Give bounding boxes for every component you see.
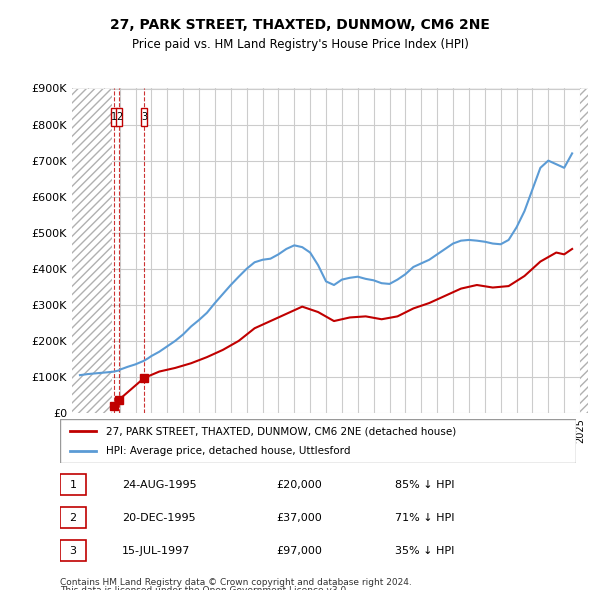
Text: 15-JUL-1997: 15-JUL-1997: [122, 546, 190, 556]
Text: 24-AUG-1995: 24-AUG-1995: [122, 480, 197, 490]
FancyBboxPatch shape: [60, 540, 86, 561]
FancyBboxPatch shape: [111, 109, 117, 126]
Text: 2: 2: [116, 112, 122, 122]
FancyBboxPatch shape: [141, 109, 147, 126]
Text: £97,000: £97,000: [277, 546, 323, 556]
Text: 71% ↓ HPI: 71% ↓ HPI: [395, 513, 455, 523]
Text: £37,000: £37,000: [277, 513, 322, 523]
Text: 27, PARK STREET, THAXTED, DUNMOW, CM6 2NE: 27, PARK STREET, THAXTED, DUNMOW, CM6 2N…: [110, 18, 490, 32]
Text: HPI: Average price, detached house, Uttlesford: HPI: Average price, detached house, Uttl…: [106, 446, 351, 455]
Text: 85% ↓ HPI: 85% ↓ HPI: [395, 480, 455, 490]
Text: £20,000: £20,000: [277, 480, 322, 490]
Text: 1: 1: [111, 112, 117, 122]
Text: Price paid vs. HM Land Registry's House Price Index (HPI): Price paid vs. HM Land Registry's House …: [131, 38, 469, 51]
Text: 27, PARK STREET, THAXTED, DUNMOW, CM6 2NE (detached house): 27, PARK STREET, THAXTED, DUNMOW, CM6 2N…: [106, 427, 457, 436]
Text: 3: 3: [141, 112, 147, 122]
FancyBboxPatch shape: [116, 109, 122, 126]
FancyBboxPatch shape: [60, 474, 86, 495]
Text: 2: 2: [70, 513, 76, 523]
Text: Contains HM Land Registry data © Crown copyright and database right 2024.: Contains HM Land Registry data © Crown c…: [60, 578, 412, 587]
Text: 1: 1: [70, 480, 76, 490]
Text: 35% ↓ HPI: 35% ↓ HPI: [395, 546, 455, 556]
Text: 20-DEC-1995: 20-DEC-1995: [122, 513, 196, 523]
FancyBboxPatch shape: [60, 419, 576, 463]
FancyBboxPatch shape: [60, 507, 86, 528]
Text: 3: 3: [70, 546, 76, 556]
Text: This data is licensed under the Open Government Licence v3.0.: This data is licensed under the Open Gov…: [60, 586, 349, 590]
